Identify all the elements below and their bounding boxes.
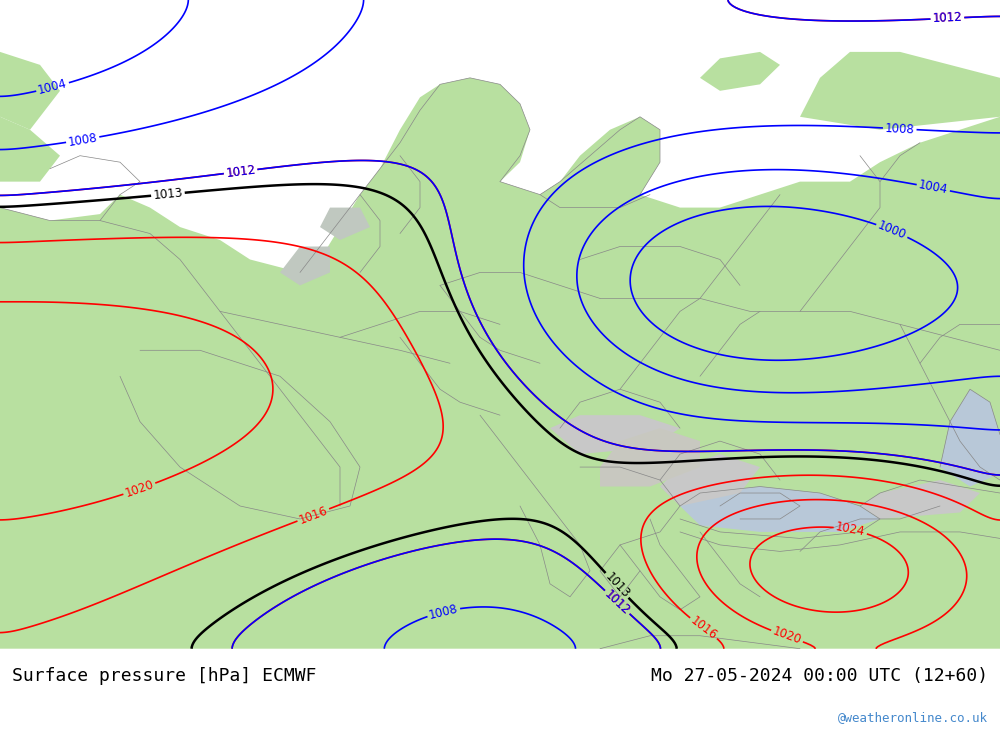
- Text: Mo 27-05-2024 00:00 UTC (12+60): Mo 27-05-2024 00:00 UTC (12+60): [651, 667, 988, 685]
- Polygon shape: [600, 428, 700, 487]
- Polygon shape: [860, 480, 980, 519]
- Text: 1008: 1008: [885, 122, 915, 136]
- Text: 1013: 1013: [153, 186, 183, 202]
- Text: 1020: 1020: [123, 478, 156, 500]
- Text: 1024: 1024: [835, 520, 866, 539]
- Text: 1012: 1012: [932, 11, 963, 26]
- Text: 1012: 1012: [602, 587, 633, 617]
- Text: 1012: 1012: [602, 587, 633, 617]
- Text: 1012: 1012: [932, 11, 963, 26]
- Polygon shape: [0, 52, 60, 130]
- Polygon shape: [320, 207, 370, 240]
- Text: 1012: 1012: [225, 163, 256, 180]
- Polygon shape: [940, 389, 1000, 487]
- Text: @weatheronline.co.uk: @weatheronline.co.uk: [838, 711, 988, 724]
- Polygon shape: [700, 52, 780, 91]
- Text: 1000: 1000: [876, 219, 908, 242]
- Text: 1008: 1008: [67, 131, 98, 149]
- Text: 1008: 1008: [428, 602, 460, 622]
- Polygon shape: [680, 487, 880, 532]
- Polygon shape: [800, 52, 1000, 130]
- Polygon shape: [280, 246, 330, 285]
- Text: 1016: 1016: [688, 614, 719, 643]
- Text: 1012: 1012: [225, 163, 256, 180]
- Text: 1004: 1004: [37, 77, 69, 97]
- Text: 1004: 1004: [917, 179, 949, 197]
- Polygon shape: [550, 415, 680, 454]
- Text: Surface pressure [hPa] ECMWF: Surface pressure [hPa] ECMWF: [12, 667, 316, 685]
- Text: 1016: 1016: [297, 504, 330, 526]
- Polygon shape: [660, 454, 760, 506]
- Text: 1013: 1013: [602, 570, 632, 601]
- Polygon shape: [0, 78, 1000, 649]
- Text: 1020: 1020: [771, 625, 803, 647]
